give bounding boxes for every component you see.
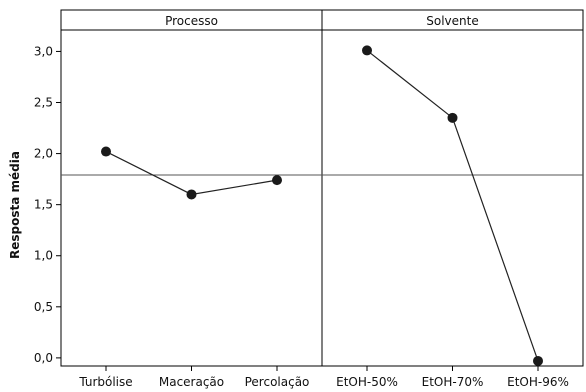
y-tick-label: 1,5 bbox=[34, 198, 53, 212]
x-tick-label: Percolação bbox=[245, 375, 310, 389]
x-tick-label: Turbólise bbox=[78, 375, 132, 389]
y-tick-label: 2,0 bbox=[34, 147, 53, 161]
series-line bbox=[366, 49, 539, 362]
y-tick-label: 0,0 bbox=[34, 351, 53, 365]
panel-2: Solvente EtOH-50% EtOH-70% EtOH-96% bbox=[336, 14, 569, 389]
x-tick-label: EtOH-70% bbox=[422, 375, 484, 389]
y-tick-label: 2,5 bbox=[34, 96, 53, 110]
data-point bbox=[101, 146, 111, 157]
panel-1: Processo Turbólise Maceração Percolação bbox=[78, 14, 309, 389]
data-point bbox=[272, 175, 282, 186]
data-point bbox=[186, 189, 197, 200]
panel-title: Solvente bbox=[426, 14, 478, 28]
x-tick-label: EtOH-96% bbox=[507, 375, 569, 389]
panels: Processo Turbólise Maceração Percolação Solv… bbox=[78, 14, 569, 389]
y-axis: Resposta média 0,0 0,5 1,0 1,5 2,0 2,5 3,0 bbox=[8, 44, 61, 365]
y-tick-label: 1,0 bbox=[34, 249, 53, 263]
series-line bbox=[105, 151, 278, 196]
data-point bbox=[533, 355, 543, 366]
data-point bbox=[362, 45, 372, 56]
x-tick-label: EtOH-50% bbox=[336, 375, 398, 389]
y-tick-label: 3,0 bbox=[34, 44, 53, 58]
data-point bbox=[447, 112, 458, 123]
y-axis-label: Resposta média bbox=[8, 151, 22, 259]
plot-frame bbox=[60, 9, 584, 367]
x-tick-label: Maceração bbox=[159, 375, 224, 389]
y-tick-label: 0,5 bbox=[34, 300, 53, 314]
panel-title: Processo bbox=[165, 14, 218, 28]
